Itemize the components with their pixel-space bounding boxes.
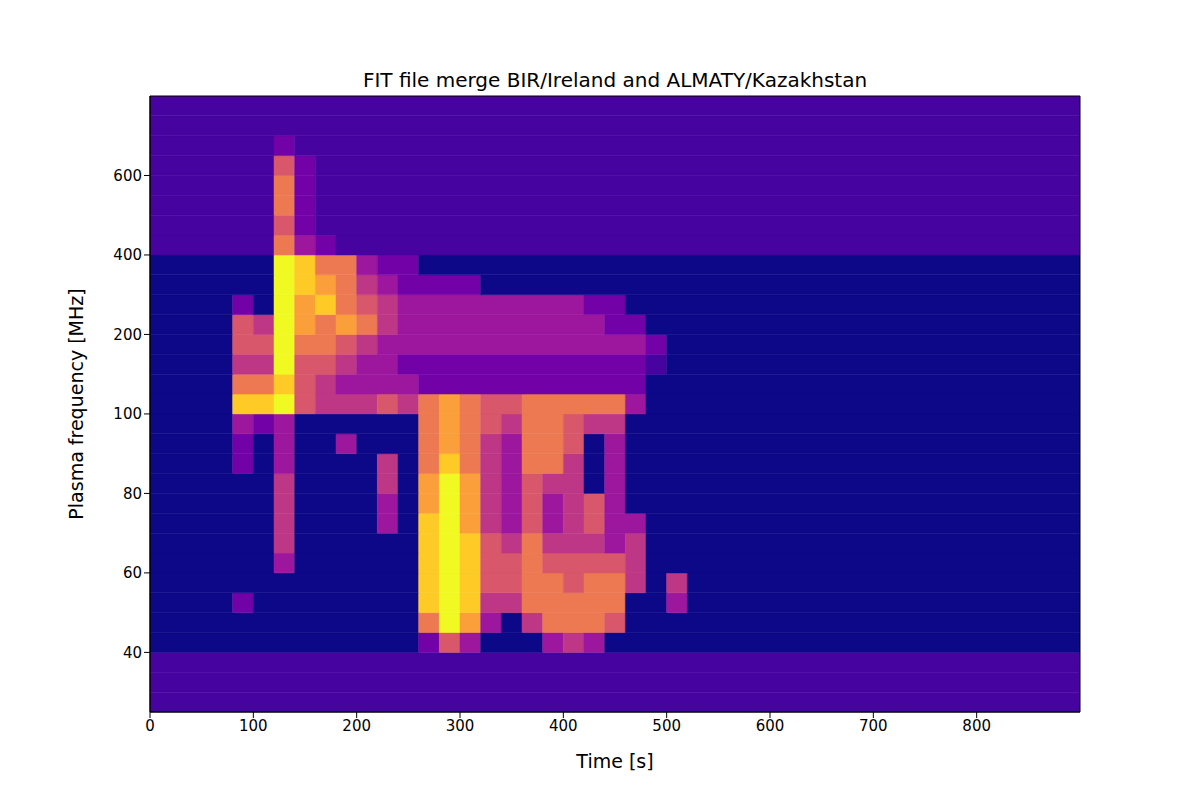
- svg-text:700: 700: [859, 717, 888, 735]
- svg-text:100: 100: [113, 405, 142, 423]
- svg-text:800: 800: [962, 717, 991, 735]
- svg-text:40: 40: [123, 644, 142, 662]
- svg-text:100: 100: [239, 717, 268, 735]
- svg-text:400: 400: [113, 246, 142, 264]
- svg-text:500: 500: [652, 717, 681, 735]
- svg-text:300: 300: [446, 717, 475, 735]
- svg-text:600: 600: [756, 717, 785, 735]
- svg-text:Plasma frequency [MHz]: Plasma frequency [MHz]: [65, 288, 87, 519]
- svg-text:0: 0: [145, 717, 155, 735]
- svg-text:400: 400: [549, 717, 578, 735]
- svg-text:200: 200: [342, 717, 371, 735]
- svg-text:80: 80: [123, 485, 142, 503]
- svg-text:Time [s]: Time [s]: [575, 750, 653, 772]
- svg-text:600: 600: [113, 167, 142, 185]
- html-text:FIT file merge BIR/Ireland and: FIT file merge BIR/Ireland and ALMATY/Ka…: [362, 68, 868, 92]
- svg-text:60: 60: [123, 564, 142, 582]
- svg-text:200: 200: [113, 326, 142, 344]
